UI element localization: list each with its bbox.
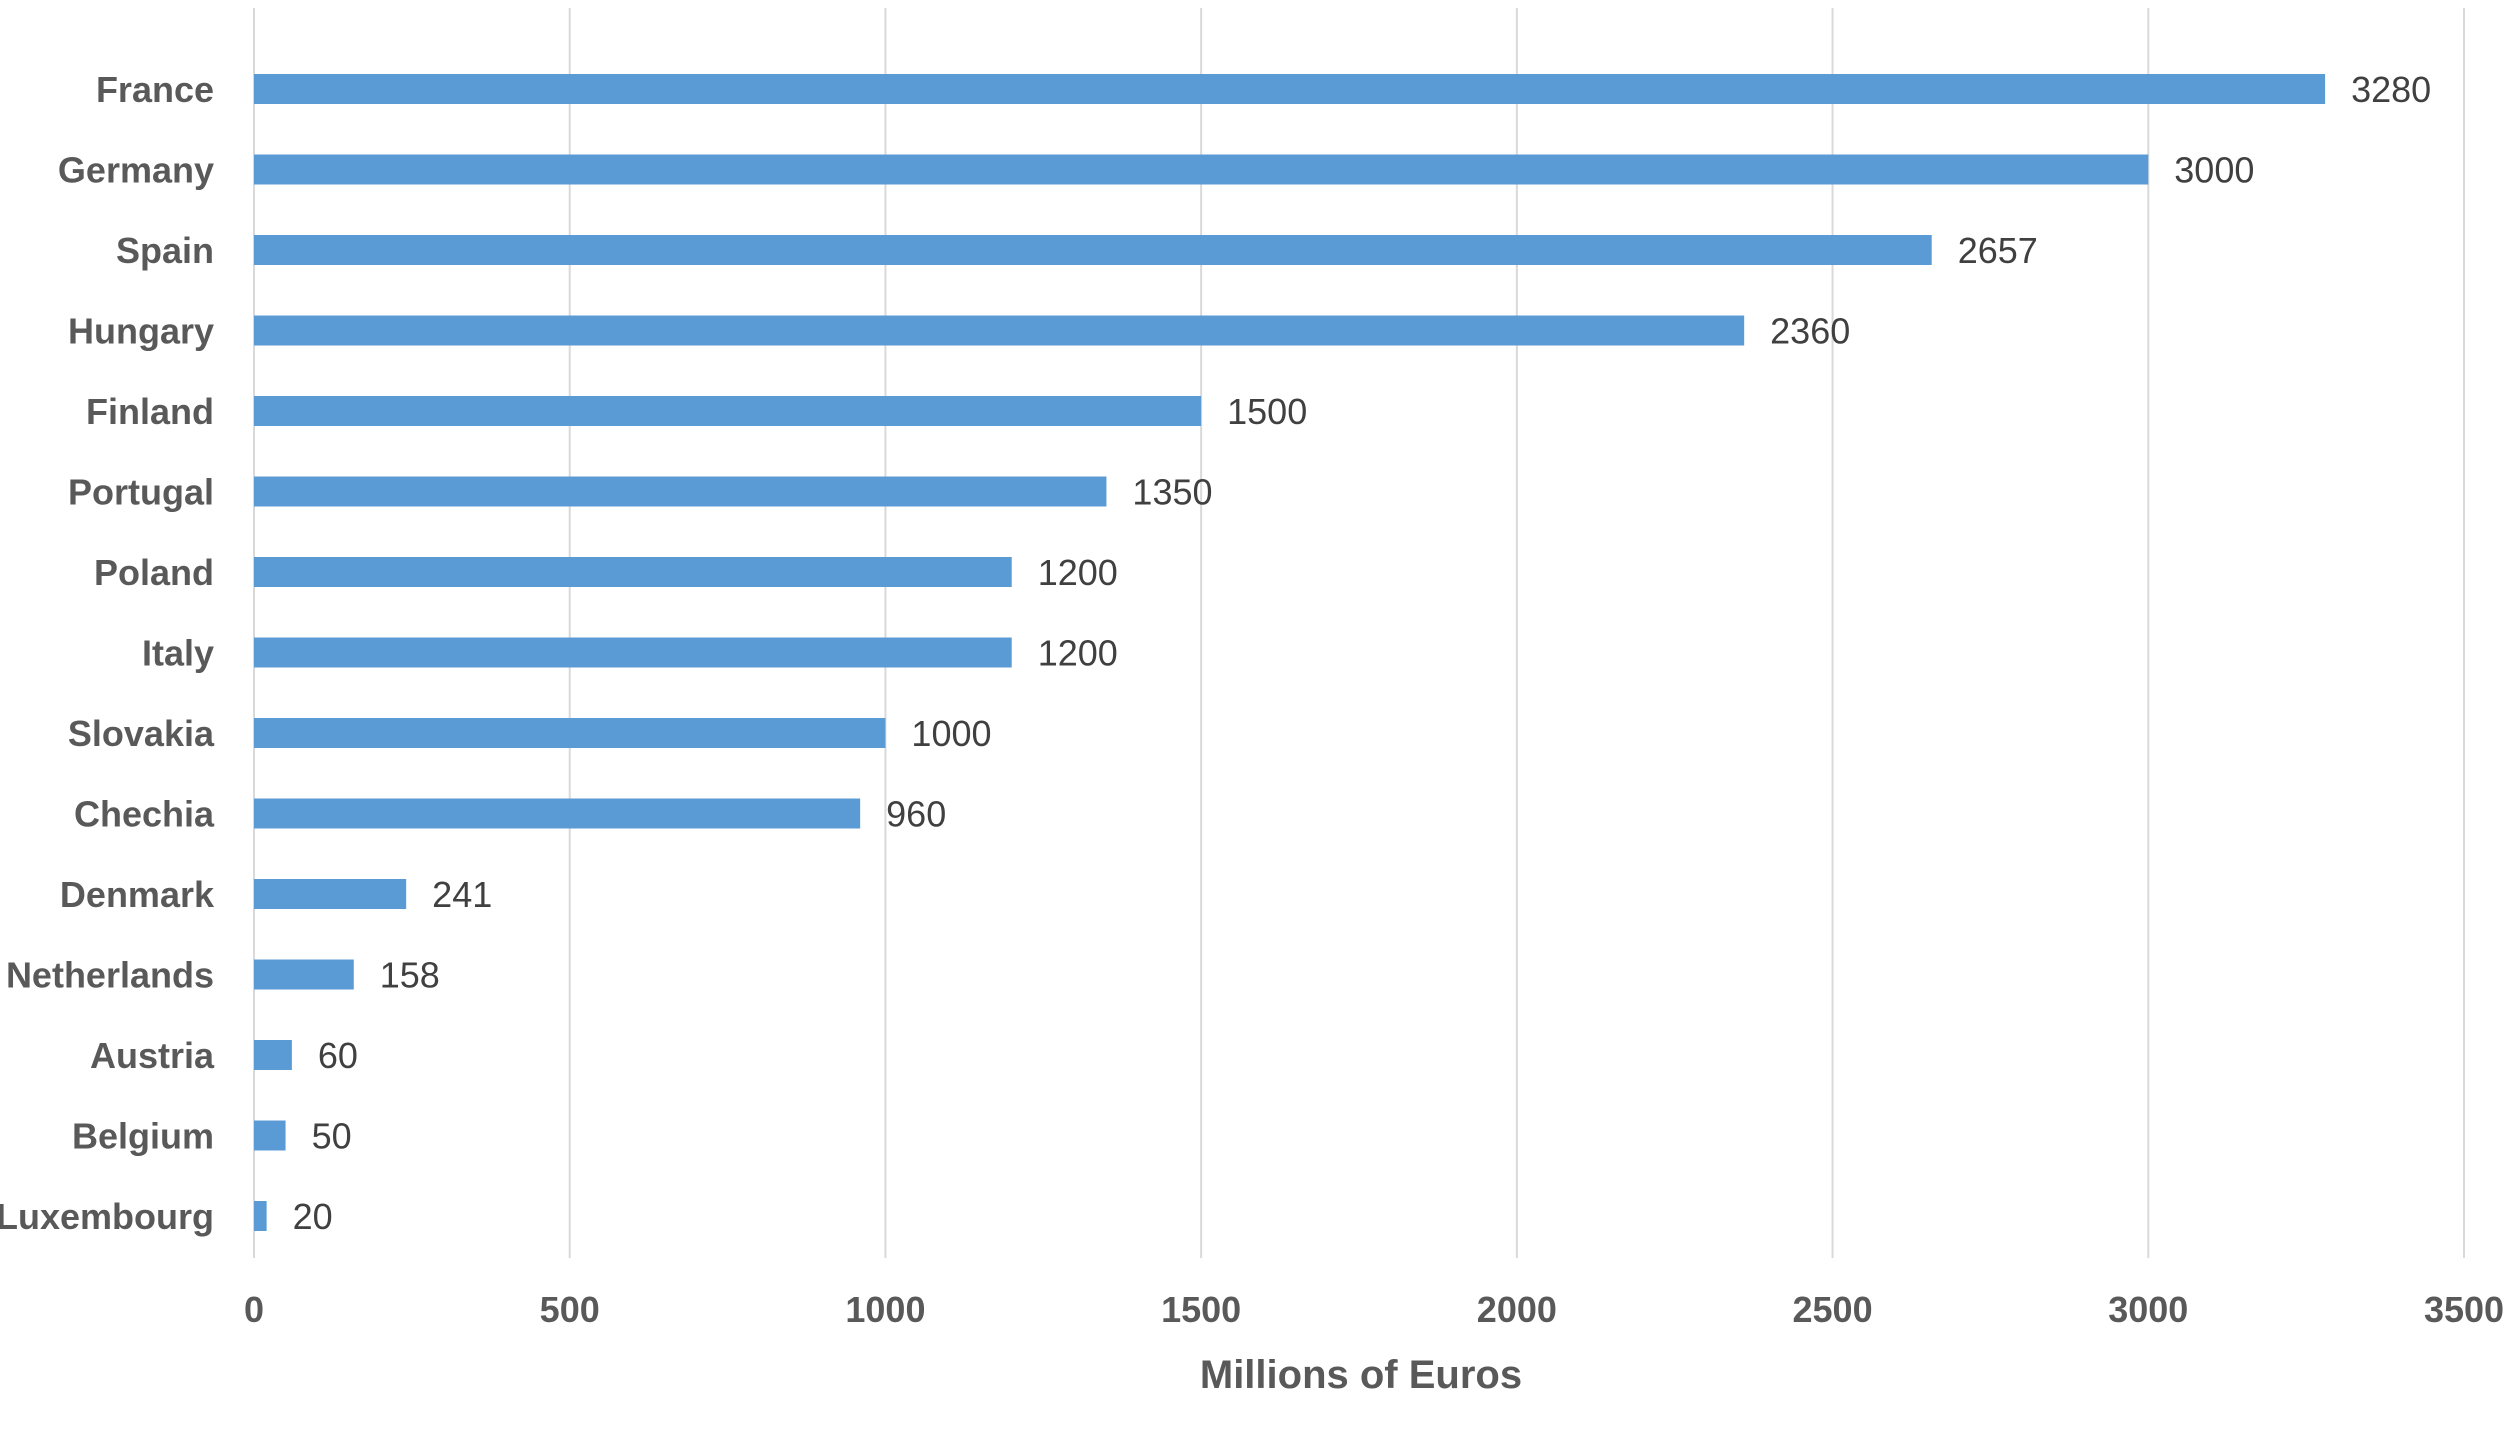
y-category-label: Netherlands: [6, 955, 214, 996]
bar: [254, 154, 2149, 185]
bar-value-label: 158: [380, 955, 440, 996]
bar: [254, 1201, 267, 1231]
bar: [254, 396, 1202, 426]
x-tick-label: 1500: [1161, 1289, 1241, 1330]
bars: [254, 74, 2326, 1231]
bar-value-label: 60: [318, 1035, 358, 1076]
bar-value-label: 960: [886, 794, 946, 835]
bar: [254, 879, 407, 909]
bar-value-label: 3000: [2174, 150, 2254, 191]
bar: [254, 1120, 286, 1151]
y-category-label: Belgium: [72, 1116, 214, 1157]
bar: [254, 798, 861, 829]
bar-value-label: 3280: [2351, 69, 2431, 110]
bar: [254, 1040, 292, 1070]
bar-value-label: 2657: [1958, 230, 2038, 271]
x-tick-label: 1000: [845, 1289, 925, 1330]
bar: [254, 557, 1012, 587]
labels: 0 500 1000 1500 2000 2500 3000 3500 France 3280 Ge…: [0, 69, 2504, 1330]
y-category-label: Chechia: [74, 794, 215, 835]
y-category-label: Luxembourg: [0, 1196, 214, 1237]
y-category-label: Slovakia: [68, 713, 215, 754]
bar-value-label: 1200: [1038, 552, 1118, 593]
x-tick-label: 2500: [1793, 1289, 1873, 1330]
y-category-label: Poland: [94, 552, 214, 593]
bar-value-label: 50: [312, 1116, 352, 1157]
gridlines: [253, 8, 2465, 1258]
x-tick-label: 0: [244, 1289, 264, 1330]
bar: [254, 637, 1012, 668]
bar-value-label: 1000: [911, 713, 991, 754]
y-category-label: Finland: [86, 391, 214, 432]
bar: [254, 718, 886, 748]
y-category-label: Hungary: [68, 311, 214, 352]
x-tick-label: 3500: [2424, 1289, 2504, 1330]
x-tick-label: 2000: [1477, 1289, 1557, 1330]
y-category-label: Germany: [58, 150, 214, 191]
x-axis-title: Millions of Euros: [1200, 1353, 1522, 1397]
bar: [254, 315, 1745, 346]
bar: [254, 476, 1107, 507]
y-category-label: Spain: [116, 230, 214, 271]
bar-value-label: 1500: [1227, 391, 1307, 432]
bar: [254, 74, 2326, 104]
bar: [254, 235, 1932, 265]
y-category-label: Portugal: [68, 472, 214, 513]
bar: [254, 959, 354, 990]
y-category-label: Denmark: [60, 874, 215, 915]
bar-value-label: 2360: [1770, 311, 1850, 352]
bar-value-label: 1200: [1038, 633, 1118, 674]
y-category-label: Austria: [90, 1035, 215, 1076]
bar-value-label: 1350: [1132, 472, 1212, 513]
y-category-label: France: [96, 69, 214, 110]
y-category-label: Italy: [142, 633, 214, 674]
x-tick-label: 500: [540, 1289, 600, 1330]
x-tick-label: 3000: [2108, 1289, 2188, 1330]
bar-value-label: 20: [293, 1196, 333, 1237]
bar-value-label: 241: [432, 874, 492, 915]
